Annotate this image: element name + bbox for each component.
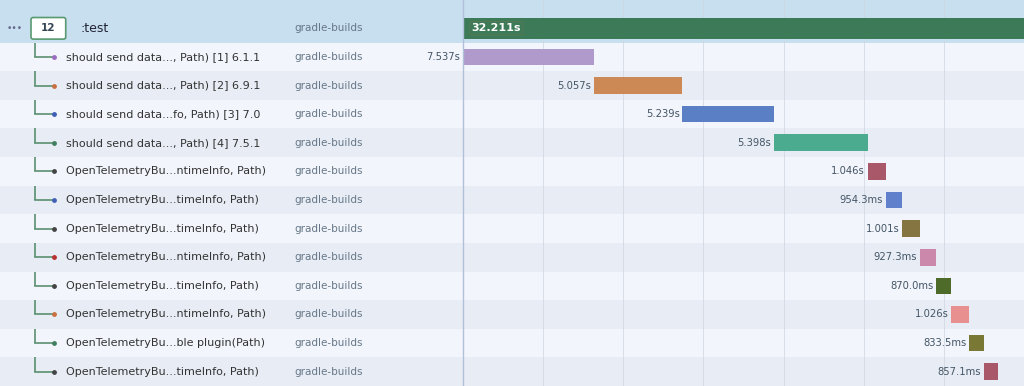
Text: gradle-builds: gradle-builds [294, 338, 362, 348]
Text: :test: :test [81, 22, 110, 35]
Bar [463, 357, 1024, 386]
Text: 870.0ms: 870.0ms [890, 281, 933, 291]
Bar [886, 192, 902, 208]
Text: gradle-builds: gradle-builds [294, 310, 362, 320]
Text: gradle-builds: gradle-builds [294, 23, 362, 33]
Text: gradle-builds: gradle-builds [294, 81, 362, 91]
Text: 1.026s: 1.026s [914, 310, 948, 320]
Text: gradle-builds: gradle-builds [294, 252, 362, 262]
Bar [867, 163, 886, 180]
Bar [0, 271, 463, 300]
Bar [463, 329, 1024, 357]
Bar [463, 42, 1024, 71]
Bar [0, 357, 463, 386]
Bar [0, 129, 463, 157]
Bar [463, 271, 1024, 300]
Text: OpenTelemetryBu...timeInfo, Path): OpenTelemetryBu...timeInfo, Path) [66, 281, 259, 291]
Text: gradle-builds: gradle-builds [294, 52, 362, 62]
Text: 857.1ms: 857.1ms [937, 367, 981, 377]
Bar [0, 42, 463, 71]
Bar [0, 300, 463, 329]
Text: should send data..., Path) [4] 7.5.1: should send data..., Path) [4] 7.5.1 [66, 138, 260, 148]
Text: 32.211s: 32.211s [472, 23, 521, 33]
Text: gradle-builds: gradle-builds [294, 367, 362, 377]
Bar [0, 157, 463, 186]
Bar [902, 220, 920, 237]
Bar [0, 329, 463, 357]
Bar [682, 106, 773, 122]
Text: gradle-builds: gradle-builds [294, 281, 362, 291]
Text: 833.5ms: 833.5ms [924, 338, 967, 348]
Bar [594, 77, 682, 94]
Text: 954.3ms: 954.3ms [840, 195, 883, 205]
Text: 5.057s: 5.057s [558, 81, 592, 91]
Text: gradle-builds: gradle-builds [294, 109, 362, 119]
Bar [951, 306, 969, 323]
Text: OpenTelemetryBu...ntimeInfo, Path): OpenTelemetryBu...ntimeInfo, Path) [66, 310, 265, 320]
Bar [969, 335, 983, 351]
Text: 5.239s: 5.239s [646, 109, 680, 119]
Bar [773, 134, 867, 151]
Text: gradle-builds: gradle-builds [294, 223, 362, 234]
Bar [920, 249, 936, 266]
Text: 12: 12 [41, 23, 55, 33]
Bar [463, 157, 1024, 186]
Bar [463, 243, 1024, 271]
Bar [0, 214, 463, 243]
Bar [0, 100, 463, 129]
Text: OpenTelemetryBu...ble plugin(Path): OpenTelemetryBu...ble plugin(Path) [66, 338, 265, 348]
Bar [463, 100, 1024, 129]
Bar [0, 186, 463, 214]
Text: gradle-builds: gradle-builds [294, 166, 362, 176]
Bar [463, 186, 1024, 214]
Text: gradle-builds: gradle-builds [294, 195, 362, 205]
Text: OpenTelemetryBu...timeInfo, Path): OpenTelemetryBu...timeInfo, Path) [66, 223, 259, 234]
Bar [463, 300, 1024, 329]
Text: 1.001s: 1.001s [866, 223, 900, 234]
Text: gradle-builds: gradle-builds [294, 138, 362, 148]
Bar [463, 71, 1024, 100]
Text: OpenTelemetryBu...ntimeInfo, Path): OpenTelemetryBu...ntimeInfo, Path) [66, 166, 265, 176]
Bar [0, 0, 463, 14]
FancyBboxPatch shape [31, 17, 66, 39]
Text: should send data..., Path) [1] 6.1.1: should send data..., Path) [1] 6.1.1 [66, 52, 260, 62]
Bar [936, 278, 951, 294]
Bar [463, 214, 1024, 243]
Text: OpenTelemetryBu...timeInfo, Path): OpenTelemetryBu...timeInfo, Path) [66, 195, 259, 205]
Text: 1.046s: 1.046s [831, 166, 865, 176]
Text: 7.537s: 7.537s [426, 52, 460, 62]
Text: 927.3ms: 927.3ms [873, 252, 918, 262]
Bar [463, 129, 1024, 157]
Bar [0, 71, 463, 100]
Text: OpenTelemetryBu...timeInfo, Path): OpenTelemetryBu...timeInfo, Path) [66, 367, 259, 377]
Bar [0, 243, 463, 271]
Bar [463, 0, 1024, 14]
Text: 5.398s: 5.398s [737, 138, 771, 148]
Text: should send data...fo, Path) [3] 7.0: should send data...fo, Path) [3] 7.0 [66, 109, 260, 119]
Bar [0, 14, 463, 42]
Bar [463, 18, 1024, 39]
Text: should send data..., Path) [2] 6.9.1: should send data..., Path) [2] 6.9.1 [66, 81, 260, 91]
Bar [463, 14, 1024, 42]
Text: •••: ••• [7, 24, 24, 33]
Bar [983, 363, 998, 380]
Text: OpenTelemetryBu...ntimeInfo, Path): OpenTelemetryBu...ntimeInfo, Path) [66, 252, 265, 262]
Bar [463, 49, 594, 65]
